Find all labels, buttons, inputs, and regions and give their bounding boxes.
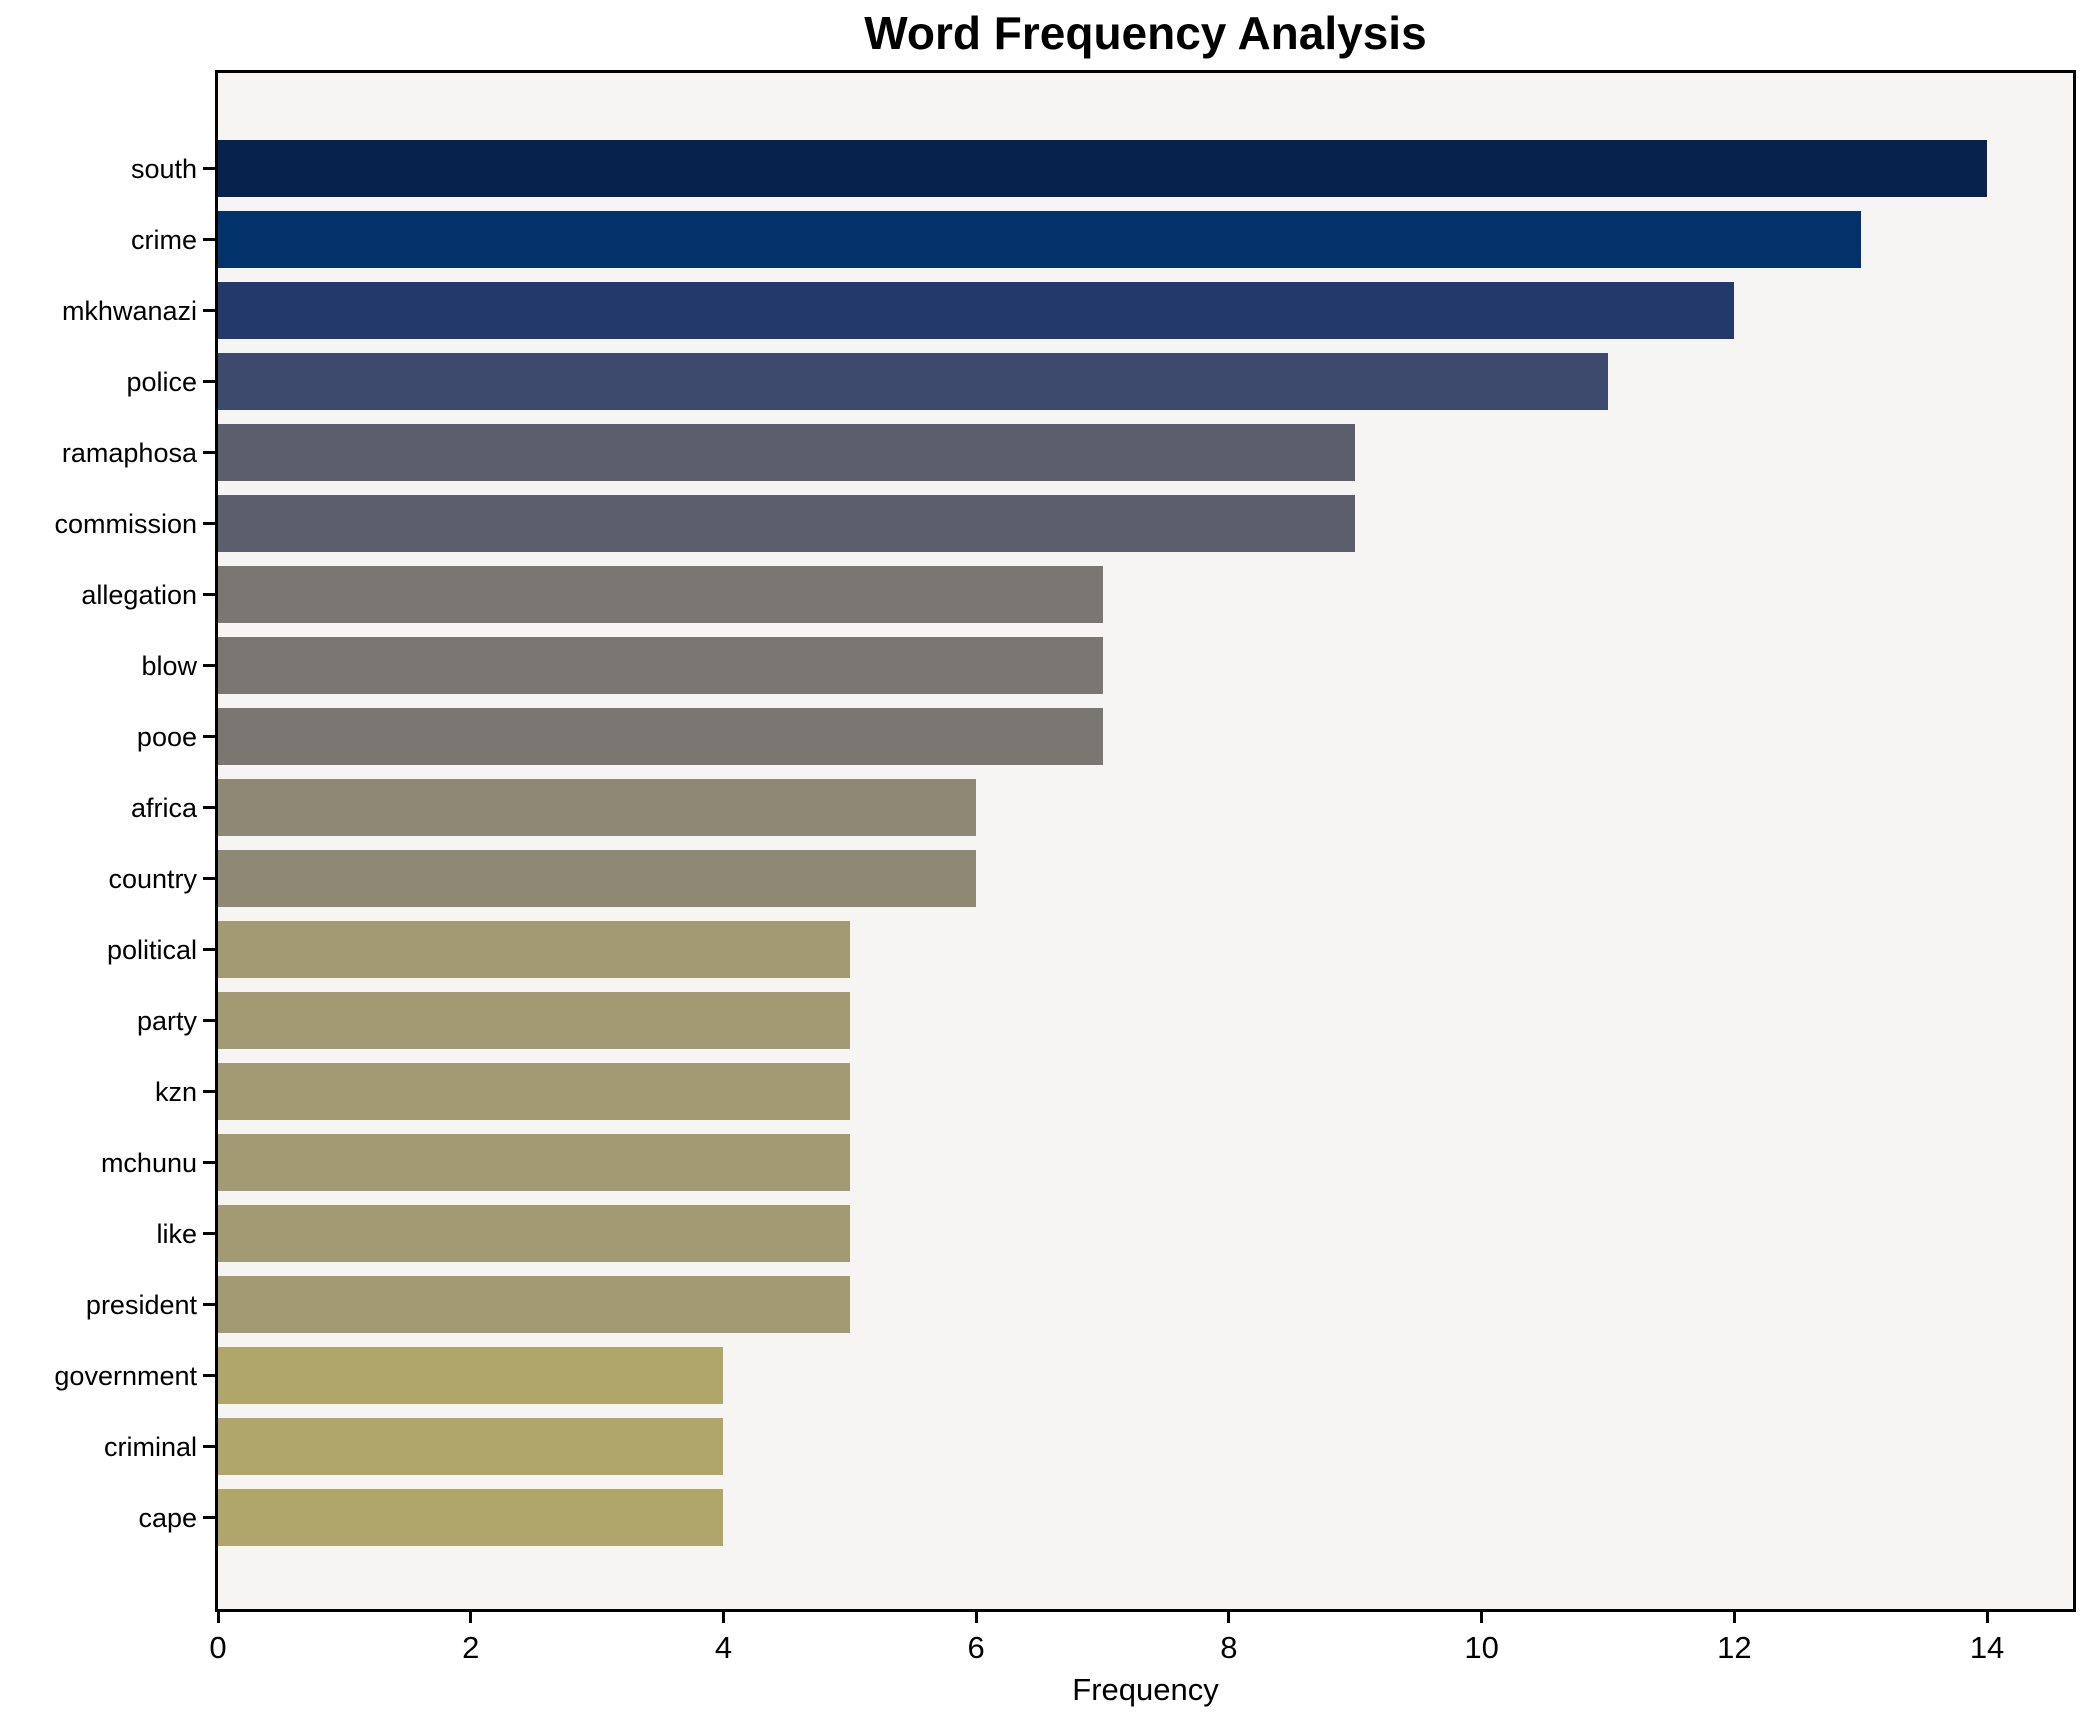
bar-blow [218,637,1103,694]
x-tick-label-14: 14 [1969,1630,2005,1665]
bar-government [218,1347,724,1404]
y-tick-mark [203,309,215,312]
y-tick-label-kzn: kzn [154,1076,197,1107]
y-tick-mark [203,1232,215,1235]
y-tick-label-crime: crime [131,224,197,255]
y-tick-label-government: government [54,1360,197,1391]
bar-mkhwanazi [218,282,1735,339]
y-tick-mark [203,1090,215,1093]
y-tick-label-political: political [106,934,197,965]
y-tick-label-criminal: criminal [103,1431,197,1462]
x-tick-mark [216,1612,220,1623]
y-tick-mark [203,167,215,170]
y-tick-mark [203,380,215,383]
y-tick-label-mkhwanazi: mkhwanazi [61,295,197,326]
y-tick-label-police: police [126,366,197,397]
x-tick-mark [1227,1612,1231,1623]
bar-ramaphosa [218,424,1356,481]
bar-mchunu [218,1134,850,1191]
y-tick-mark [203,238,215,241]
bar-crime [218,211,1861,268]
y-tick-label-pooe: pooe [136,721,197,752]
bar-president [218,1276,850,1333]
y-tick-mark [203,1161,215,1164]
x-axis-label: Frequency [1072,1672,1219,1707]
y-tick-mark [203,1445,215,1448]
y-tick-mark [203,1303,215,1306]
x-tick-label-0: 0 [209,1630,227,1665]
plot-area [215,70,2076,1612]
y-tick-label-blow: blow [141,650,197,681]
bar-south [218,140,1988,197]
y-tick-mark [203,1019,215,1022]
y-tick-mark [203,593,215,596]
y-tick-mark [203,1374,215,1377]
y-tick-label-commission: commission [54,508,197,539]
y-tick-mark [203,664,215,667]
chart-title: Word Frequency Analysis [864,7,1427,59]
y-tick-label-africa: africa [130,792,197,823]
y-tick-mark [203,877,215,880]
y-tick-label-south: south [130,153,197,184]
bar-criminal [218,1418,724,1475]
x-tick-label-10: 10 [1464,1630,1499,1665]
x-tick-label-12: 12 [1717,1630,1752,1665]
y-tick-label-ramaphosa: ramaphosa [61,437,197,468]
y-tick-mark [203,522,215,525]
y-tick-label-allegation: allegation [81,579,197,610]
y-tick-label-cape: cape [138,1502,197,1533]
bar-allegation [218,566,1103,623]
x-tick-mark [721,1612,725,1623]
y-tick-label-party: party [136,1005,197,1036]
x-tick-label-8: 8 [1220,1630,1238,1665]
bar-political [218,921,850,978]
x-tick-mark [1732,1612,1736,1623]
y-tick-mark [203,735,215,738]
x-tick-mark [1480,1612,1484,1623]
x-tick-label-4: 4 [714,1630,733,1665]
y-tick-label-president: president [85,1289,197,1320]
bar-like [218,1205,850,1262]
bar-police [218,353,1608,410]
bar-country [218,850,977,907]
x-tick-mark [1985,1612,1989,1623]
bar-commission [218,495,1356,552]
x-tick-mark [974,1612,978,1623]
bar-africa [218,779,977,836]
x-tick-mark [469,1612,473,1623]
bar-party [218,992,850,1049]
y-tick-label-like: like [156,1218,197,1249]
y-tick-label-country: country [108,863,197,894]
y-tick-mark [203,451,215,454]
y-tick-label-mchunu: mchunu [100,1147,197,1178]
bar-kzn [218,1063,850,1120]
y-tick-mark [203,948,215,951]
x-tick-label-2: 2 [462,1630,480,1665]
bar-pooe [218,708,1103,765]
x-tick-label-6: 6 [967,1630,985,1665]
y-tick-mark [203,806,215,809]
bar-cape [218,1489,724,1546]
y-tick-mark [203,1516,215,1519]
